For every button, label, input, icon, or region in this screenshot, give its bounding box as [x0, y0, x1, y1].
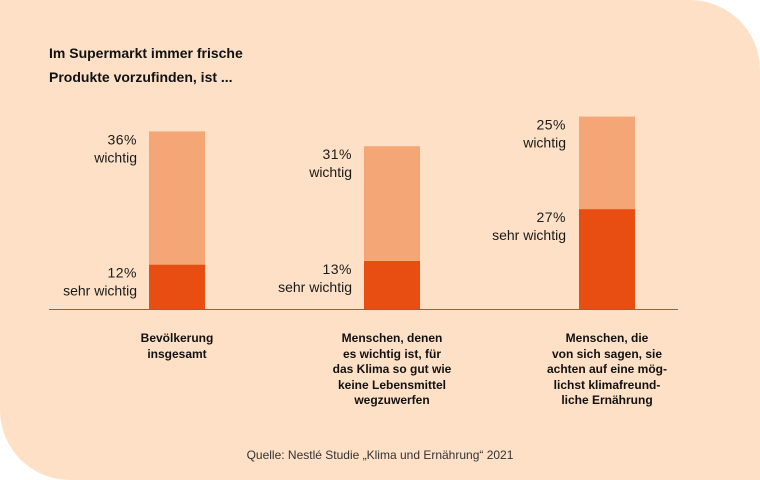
source-note: Quelle: Nestlé Studie „Klima und Ernähru…: [246, 448, 514, 462]
bar-sehr-wichtig-1: [149, 264, 205, 309]
series-label-wichtig-2: wichtig: [308, 164, 352, 180]
category-label-3-line-2: von sich sagen, sie: [551, 346, 663, 361]
category-label-3-line-5: liche Ernährung: [561, 393, 653, 407]
value-label-wichtig-1: 36%: [107, 131, 137, 147]
bar-wichtig-3: [579, 116, 635, 210]
category-label-2-line-2: es wichtig ist, für: [342, 346, 441, 361]
series-label-wichtig-1: wichtig: [93, 149, 137, 165]
category-label-1: Bevölkerung insgesamt: [92, 331, 262, 362]
chart-title-line-2: Produkte vorzufinden, ist ...: [49, 69, 233, 85]
value-label-sehr-wichtig-3: 27%: [536, 209, 566, 225]
category-label-2-line-5: wegzuwerfen: [354, 393, 430, 407]
value-label-wichtig-3: 25%: [536, 117, 566, 133]
category-label-3-line-3: achten auf eine mög-: [546, 362, 668, 376]
series-label-sehr-wichtig-2: sehr wichtig: [278, 279, 352, 295]
bar-sehr-wichtig-2: [364, 260, 420, 309]
category-label-3-line-4: lichst klimafreund-: [553, 377, 661, 392]
category-label-2-line-1: Menschen, denen: [341, 331, 443, 345]
chart-title-line-1: Im Supermarkt immer frische: [49, 45, 243, 61]
category-label-1-line-1: Bevölkerung: [140, 331, 214, 345]
value-label-sehr-wichtig-2: 13%: [322, 261, 352, 277]
bar-wichtig-2: [364, 146, 420, 261]
bar-wichtig-1: [149, 131, 205, 265]
value-label-sehr-wichtig-1: 12%: [107, 265, 137, 281]
category-label-1-line-2: insgesamt: [147, 346, 207, 361]
value-label-wichtig-2: 31%: [322, 146, 352, 162]
category-label-2-line-3: das Klima so gut wie: [332, 362, 452, 376]
category-label-3-line-1: Menschen, die: [565, 331, 649, 345]
category-label-2-line-4: keine Lebensmittel: [337, 377, 447, 392]
series-label-sehr-wichtig-1: sehr wichtig: [63, 283, 137, 299]
series-label-sehr-wichtig-3: sehr wichtig: [492, 227, 566, 243]
category-label-3: Menschen, die von sich sagen, sie achten…: [522, 331, 692, 409]
chart-title: Im Supermarkt immer frische Produkte vor…: [49, 41, 349, 89]
category-label-2: Menschen, denen es wichtig ist, für das …: [307, 331, 477, 409]
series-label-wichtig-3: wichtig: [522, 135, 566, 151]
bar-sehr-wichtig-3: [579, 209, 635, 309]
